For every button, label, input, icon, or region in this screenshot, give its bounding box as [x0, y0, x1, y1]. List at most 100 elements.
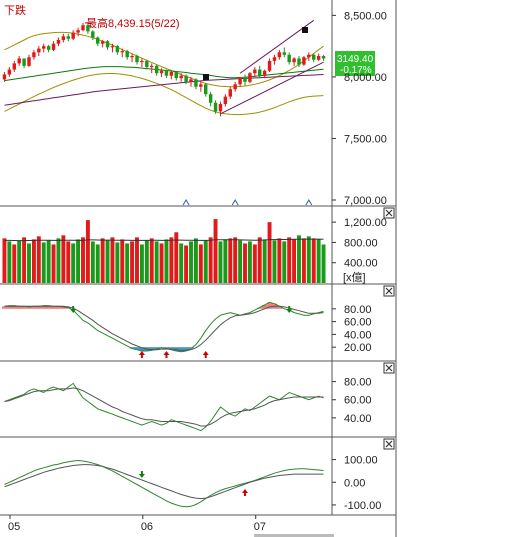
volume-bar: [27, 243, 31, 283]
volume-bar: [71, 243, 76, 283]
candle-body: [282, 52, 286, 55]
volume-bar: [144, 240, 149, 283]
oversold-shade: [134, 347, 140, 350]
volume-bar: [115, 242, 120, 283]
candle-body: [194, 79, 198, 87]
volume-bar: [184, 245, 189, 283]
volume-bar: [203, 240, 208, 283]
candle-body: [46, 46, 51, 50]
overbought-shade: [257, 307, 263, 309]
overbought-shade: [36, 306, 42, 309]
oversold-shade: [129, 347, 135, 349]
time-tick-label: 06: [141, 521, 153, 533]
oversold-shade: [178, 347, 184, 352]
price-badge-value: 3149.40: [337, 54, 374, 65]
volume-bar: [110, 237, 115, 283]
candle-body: [297, 58, 301, 65]
oversold-shade: [149, 347, 155, 351]
overbought-shade: [262, 304, 268, 309]
volume-bar: [31, 239, 36, 283]
volume-bar: [262, 239, 267, 283]
scrollbar-thumb[interactable]: [254, 534, 334, 537]
candle-body: [213, 102, 218, 112]
macd-tick-label: 100.00: [344, 455, 378, 467]
candle-body: [154, 65, 159, 74]
volume-bar: [223, 239, 228, 283]
price-badge-change: -0.17%: [340, 65, 372, 76]
volume-bar: [282, 241, 287, 283]
candle-body: [189, 79, 193, 82]
kd-tick-label: 80.00: [344, 304, 372, 316]
close-icon[interactable]: [383, 285, 395, 297]
volume-bar: [233, 237, 238, 283]
volume-bar: [41, 242, 46, 283]
overbought-shade: [267, 302, 273, 309]
volume-tick-label: 400.00: [344, 258, 378, 270]
volume-bar: [164, 239, 169, 283]
candle-body: [292, 58, 296, 63]
candle-body: [253, 69, 257, 74]
candle-body: [81, 25, 85, 31]
volume-bar: [321, 244, 326, 283]
close-icon[interactable]: [383, 438, 395, 450]
candle-body: [105, 41, 110, 48]
price-tick-label: 7,500.00: [344, 133, 387, 145]
volume-bar: [193, 238, 198, 283]
volume-bar: [81, 237, 85, 283]
candle-body: [17, 58, 21, 64]
overbought-shade: [65, 307, 72, 309]
overbought-shade: [6, 305, 13, 309]
price-badge: [335, 51, 375, 76]
volume-bar: [95, 244, 100, 283]
signal-arrow-up: [202, 351, 209, 358]
volume-bar: [316, 239, 321, 283]
candle-body: [56, 40, 61, 44]
rsi-tick-label: 40.00: [344, 413, 372, 425]
candle-body: [22, 58, 26, 66]
volume-bar: [287, 237, 292, 283]
volume-tick-label: 1,200.00: [344, 217, 387, 229]
volume-bar: [169, 237, 174, 283]
volume-bar: [85, 220, 90, 283]
oversold-shade: [173, 347, 180, 352]
volume-bar: [120, 239, 125, 283]
volume-bar: [2, 238, 7, 283]
candle-body: [115, 46, 120, 53]
candle-body: [145, 60, 149, 68]
candle-body: [100, 41, 105, 44]
volume-bar: [135, 237, 139, 283]
candle-body: [302, 57, 306, 65]
candle-body: [51, 43, 56, 50]
volume-bar: [179, 243, 184, 283]
volume-bar: [208, 237, 213, 283]
volume-bar: [159, 243, 164, 283]
macd-line-0: [4, 459, 324, 508]
overbought-shade: [56, 306, 62, 309]
close-icon[interactable]: [383, 207, 395, 219]
overbought-shade: [26, 306, 32, 309]
candle-body: [76, 30, 80, 33]
overbought-shade: [21, 306, 27, 309]
price-tick-label: 8,500.00: [344, 10, 387, 22]
volume-bar: [238, 240, 243, 283]
candle-body: [61, 36, 66, 40]
macd-line-1: [4, 464, 324, 500]
candle-body: [140, 60, 144, 63]
candle-body: [7, 69, 12, 75]
candle-body: [272, 57, 277, 61]
kd-tick-label: 60.00: [344, 317, 372, 329]
volume-bar: [100, 238, 105, 283]
chart-marks: 8,500.00 8,000.00 7,500.00 7,000.00 1,200.00…: [2, 10, 387, 533]
oversold-shade: [168, 347, 175, 350]
overbought-shade: [60, 306, 67, 309]
rsi-tick-label: 80.00: [344, 377, 372, 389]
close-icon[interactable]: [383, 362, 395, 374]
volume-bar: [292, 239, 297, 283]
candle-body: [204, 84, 208, 95]
ma-line-1: [4, 73, 324, 116]
plot-background: [0, 0, 396, 537]
volume-bar: [76, 239, 81, 283]
volume-bar: [198, 244, 203, 283]
volume-bar: [301, 238, 306, 283]
candle-body: [223, 96, 228, 104]
